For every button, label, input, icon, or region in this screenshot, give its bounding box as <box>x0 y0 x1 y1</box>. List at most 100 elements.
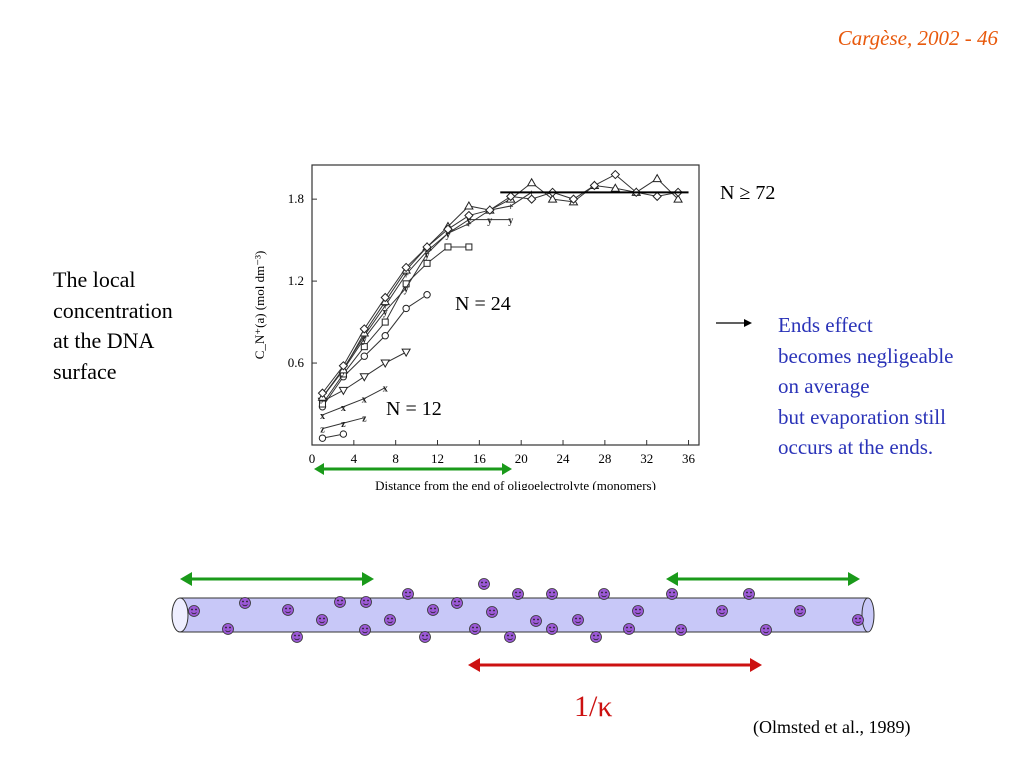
data-point: x <box>320 411 325 422</box>
x-tick-label: 8 <box>392 451 399 466</box>
series-line <box>322 387 386 416</box>
y-tick-label: 1.2 <box>288 273 304 288</box>
debye-length-arrow <box>468 658 762 672</box>
data-point <box>380 359 391 369</box>
data-point: + <box>466 220 472 231</box>
data-point <box>360 352 368 360</box>
description-line: concentration <box>53 297 173 323</box>
x-tick-label: 36 <box>682 451 696 466</box>
dna-tube <box>171 597 875 633</box>
data-point: y <box>425 250 430 261</box>
data-point <box>568 194 579 204</box>
data-point: + <box>382 302 388 313</box>
data-point: y <box>466 216 471 227</box>
data-point: y <box>508 216 513 227</box>
data-point <box>380 292 390 303</box>
y-tick-label: 0.6 <box>288 355 305 370</box>
data-point: x <box>341 403 346 414</box>
counterion-smiley-icon <box>743 588 755 600</box>
data-point: + <box>508 202 514 213</box>
counterion-smiley-icon <box>282 604 294 616</box>
x-tick-label: 24 <box>557 451 571 466</box>
data-point: y <box>404 284 409 295</box>
slide-header: Cargèse, 2002 - 46 <box>837 26 998 50</box>
dna-tube-diagram <box>171 572 875 672</box>
data-point: y <box>362 334 367 345</box>
x-tick-label: 16 <box>473 451 487 466</box>
data-point <box>381 332 389 340</box>
data-point <box>317 388 328 398</box>
data-point: y <box>383 307 388 318</box>
data-point <box>318 400 326 408</box>
left-end-arrow <box>180 572 374 586</box>
note-line: on average <box>778 374 870 398</box>
data-point <box>652 173 663 183</box>
x-tick-label: 12 <box>431 451 444 466</box>
y-tick-label: 1.8 <box>288 191 304 206</box>
counterion-smiley-icon <box>504 631 516 643</box>
data-point: x <box>362 395 367 406</box>
pointer-arrow-icon <box>716 319 752 327</box>
counterion-smiley-icon <box>572 614 584 626</box>
counterion-smiley-icon <box>188 605 200 617</box>
counterion-smiley-icon <box>451 597 463 609</box>
data-point: + <box>403 270 409 281</box>
counterion-smiley-icon <box>427 604 439 616</box>
counterion-smiley-icon <box>291 631 303 643</box>
counterion-smiley-icon <box>794 605 806 617</box>
data-point <box>610 183 621 192</box>
counterion-smiley-icon <box>716 605 728 617</box>
data-point <box>360 343 368 351</box>
series-line <box>322 219 511 398</box>
data-point <box>339 430 348 438</box>
note-line: Ends effect <box>778 313 873 337</box>
chart-end-arrow <box>314 463 512 475</box>
counterion-smiley-icon <box>359 624 371 636</box>
data-point <box>526 177 537 187</box>
counterion-smiley-icon <box>852 614 864 626</box>
n24-label: N = 24 <box>455 293 511 315</box>
data-point <box>547 194 558 203</box>
series-line <box>322 417 365 430</box>
right-end-arrow <box>666 572 860 586</box>
n72-label: N ≥ 72 <box>720 182 776 204</box>
counterion-smiley-icon <box>666 588 678 600</box>
counterion-smiley-icon <box>469 623 481 635</box>
data-point <box>526 194 537 204</box>
series-line <box>322 178 679 398</box>
x-tick-label: 20 <box>515 451 528 466</box>
data-point <box>401 262 411 273</box>
concentration-chart: 0 4 8 12 16 20 24 28 32 360.61.21.8 z z zxxxxyyyyyy… <box>252 164 700 490</box>
note-line: occurs at the ends. <box>778 435 934 459</box>
counterion-smiley-icon <box>546 588 558 600</box>
counterion-smiley-icon <box>512 588 524 600</box>
data-point <box>359 324 370 334</box>
data-point <box>485 205 495 215</box>
description-line: The local <box>53 267 136 292</box>
data-point <box>423 259 431 267</box>
counterion-smiley-icon <box>360 596 372 608</box>
data-point: z <box>362 414 367 425</box>
note-line: but evaporation still <box>778 404 946 429</box>
series-line <box>322 294 428 408</box>
data-point <box>464 210 474 221</box>
data-point <box>401 348 411 358</box>
description-line: at the DNA <box>53 328 155 353</box>
data-point <box>610 169 621 180</box>
x-tick-label: 0 <box>309 451 316 466</box>
x-tick-label: 32 <box>640 451 653 466</box>
y-axis-label: C_N⁺(a) (mol dm⁻³) <box>252 251 267 360</box>
data-point <box>464 200 474 210</box>
n12-label: N = 12 <box>386 398 442 420</box>
data-point: y <box>487 216 492 227</box>
counterion-smiley-icon <box>419 631 431 643</box>
data-point: + <box>361 332 367 343</box>
data-point <box>422 242 432 252</box>
note-line: becomes negligeable <box>778 343 954 368</box>
data-point <box>465 243 473 251</box>
counterion-smiley-icon <box>675 624 687 636</box>
data-point <box>338 386 349 396</box>
counterion-smiley-icon <box>384 614 396 626</box>
counterion-smiley-icon <box>239 597 251 609</box>
debye-length-label: 1/κ <box>574 690 613 723</box>
